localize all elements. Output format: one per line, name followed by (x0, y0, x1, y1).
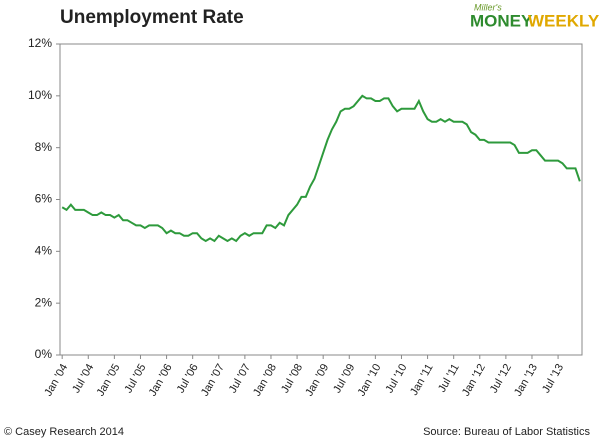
y-tick-label: 10% (28, 88, 52, 102)
x-tick-label: Jan '08 (251, 362, 279, 398)
x-tick-label: Jan '13 (512, 362, 540, 398)
y-tick-label: 8% (35, 140, 53, 154)
y-tick-label: 0% (35, 347, 53, 361)
x-tick-label: Jan '05 (95, 362, 123, 398)
y-tick-label: 6% (35, 192, 53, 206)
x-tick-label: Jul '11 (436, 362, 462, 395)
logo-left: MONEY (470, 11, 533, 30)
x-tick-label: Jul '08 (279, 362, 305, 395)
x-tick-label: Jul '10 (383, 362, 409, 395)
chart-title: Unemployment Rate (60, 7, 244, 28)
x-tick-label: Jan '12 (460, 362, 488, 398)
x-tick-label: Jan '07 (199, 362, 227, 398)
x-tick-label: Jul '13 (540, 362, 566, 395)
x-tick-label: Jul '04 (70, 362, 96, 395)
y-tick-label: 4% (35, 244, 53, 258)
logo-small: Miller's (474, 2, 502, 12)
x-tick-label: Jan '09 (303, 362, 331, 398)
x-tick-label: Jan '10 (356, 362, 384, 398)
y-tick-label: 12% (28, 36, 52, 50)
x-tick-label: Jul '05 (122, 362, 148, 395)
x-tick-label: Jul '12 (488, 362, 514, 395)
logo-right: WEEKLY (528, 11, 600, 30)
plot-frame (59, 43, 583, 356)
credit: © Casey Research 2014 (4, 426, 124, 438)
x-tick-label: Jul '06 (175, 362, 201, 395)
x-tick-label: Jul '09 (331, 362, 357, 395)
x-tick-label: Jan '04 (42, 362, 70, 398)
x-tick-label: Jul '07 (227, 362, 253, 395)
x-tick-label: Jan '06 (147, 362, 175, 398)
x-tick-label: Jan '11 (408, 362, 436, 398)
data-line (61, 94, 581, 243)
source: Source: Bureau of Labor Statistics (423, 426, 590, 438)
y-tick-label: 2% (35, 295, 53, 309)
